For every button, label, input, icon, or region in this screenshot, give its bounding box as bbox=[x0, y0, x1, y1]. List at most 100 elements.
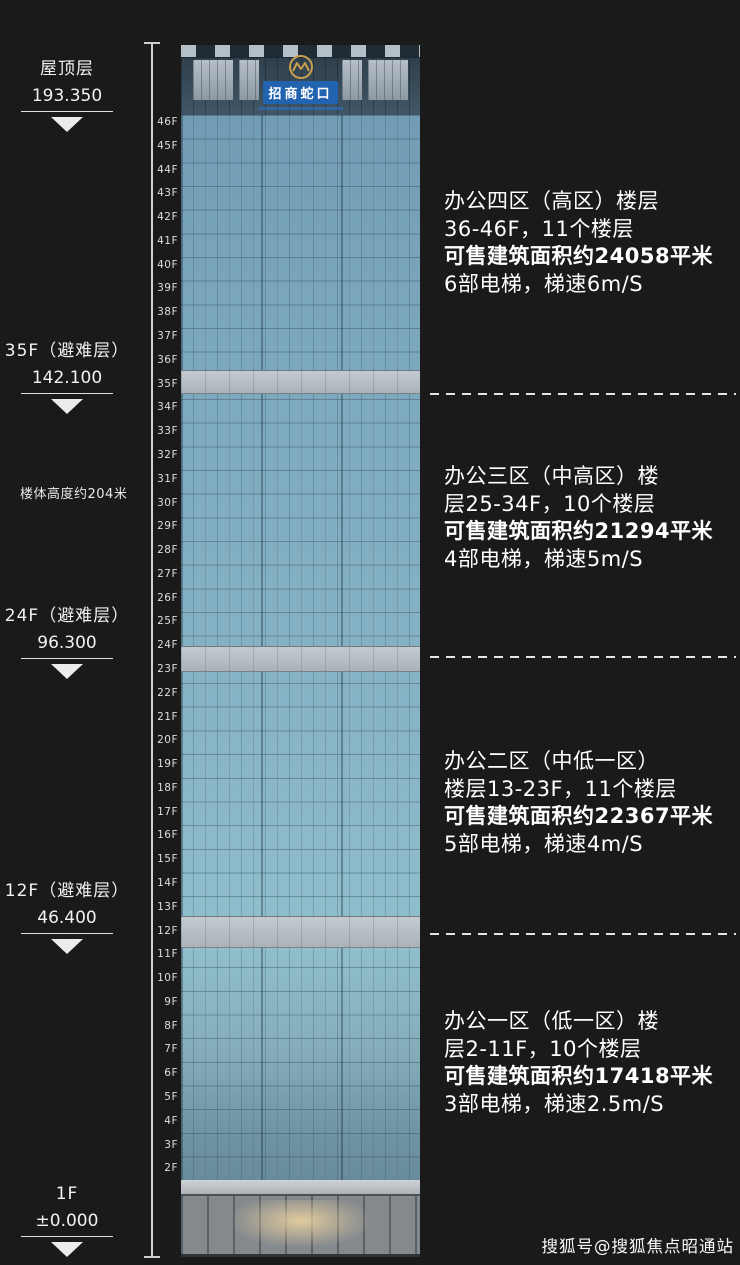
ruler-top-tick bbox=[144, 42, 160, 44]
cmsk-logo-subline bbox=[258, 107, 343, 110]
cmsk-logo: 招商蛇口 bbox=[236, 54, 366, 110]
floor-label: 39F bbox=[157, 282, 178, 295]
floor-label: 15F bbox=[157, 853, 178, 866]
crown-louver-panel bbox=[342, 60, 362, 100]
floor-label: 3F bbox=[164, 1138, 178, 1151]
floor-label: 24F bbox=[157, 639, 178, 652]
building-illustration: 招商蛇口 bbox=[181, 45, 420, 1257]
elevation-marker-12f: 12F（避难层） 46.400 bbox=[2, 876, 132, 954]
floor-label: 46F bbox=[157, 116, 178, 128]
floor-label: 43F bbox=[157, 187, 178, 200]
floor-label: 27F bbox=[157, 567, 178, 580]
marker-label: 35F（避难层） bbox=[4, 341, 130, 361]
floor-label: 30F bbox=[157, 496, 178, 509]
cmsk-logo-text: 招商蛇口 bbox=[263, 81, 338, 104]
floor-label: 44F bbox=[157, 163, 178, 176]
podium-canopy bbox=[181, 1180, 420, 1196]
zone-separator-line bbox=[430, 393, 736, 395]
floor-label: 23F bbox=[157, 662, 178, 675]
floor-label: 5F bbox=[164, 1091, 178, 1104]
floor-label: 26F bbox=[157, 591, 178, 604]
refuge-floor-band-24f bbox=[181, 646, 420, 672]
zone-floors-line: 36-46F，11个楼层 bbox=[444, 216, 634, 241]
floor-label: 37F bbox=[157, 330, 178, 343]
zone-area-line: 可售建筑面积约22367平米 bbox=[444, 804, 714, 828]
elevation-marker-1f: 1F ±0.000 bbox=[2, 1184, 132, 1257]
floor-label: 9F bbox=[164, 995, 178, 1008]
zone-title-line: 办公二区（中低一区） bbox=[444, 749, 659, 773]
floor-label: 2F bbox=[164, 1162, 178, 1175]
floor-label: 19F bbox=[157, 758, 178, 771]
zone-area-line: 可售建筑面积约21294平米 bbox=[444, 519, 714, 543]
floor-label: 45F bbox=[157, 139, 178, 152]
floor-label: 33F bbox=[157, 425, 178, 438]
crown-parapet-strip bbox=[181, 45, 420, 58]
cmsk-emblem-icon bbox=[288, 55, 313, 79]
zone-title-line: 办公一区（低一区）楼 bbox=[444, 1009, 659, 1033]
down-arrow-icon bbox=[51, 939, 83, 954]
floor-label: 29F bbox=[157, 520, 178, 533]
floor-label: 28F bbox=[157, 544, 178, 557]
floor-label: 34F bbox=[157, 401, 178, 414]
watermark: 搜狐号@搜狐焦点昭通站 bbox=[541, 1237, 734, 1256]
ruler-bottom-tick bbox=[144, 1256, 160, 1258]
floor-label: 6F bbox=[164, 1067, 178, 1080]
floor-label: 31F bbox=[157, 472, 178, 485]
floor-label: 36F bbox=[157, 353, 178, 366]
zone-floors-line: 楼层13-23F，11个楼层 bbox=[444, 776, 677, 801]
zone-info-office-1: 办公一区（低一区）楼 层2-11F，10个楼层 可售建筑面积约17418平米 3… bbox=[444, 1008, 736, 1118]
zone-info-office-4: 办公四区（高区）楼层 36-46F，11个楼层 可售建筑面积约24058平米 6… bbox=[444, 188, 736, 298]
crown-louver-panel bbox=[193, 60, 233, 100]
floor-label: 18F bbox=[157, 781, 178, 794]
marker-elevation-value: 142.100 bbox=[21, 368, 113, 394]
building-height-note: 楼体高度约204米 bbox=[20, 487, 128, 502]
marker-label: 12F（避难层） bbox=[4, 881, 130, 901]
marker-elevation-value: 96.300 bbox=[21, 633, 113, 659]
floor-label: 38F bbox=[157, 306, 178, 319]
down-arrow-icon bbox=[51, 664, 83, 679]
floor-label: 41F bbox=[157, 234, 178, 247]
floor-label: 14F bbox=[157, 877, 178, 889]
floor-label: 13F bbox=[157, 900, 178, 913]
marker-elevation-value: 46.400 bbox=[21, 908, 113, 934]
height-ruler-line bbox=[151, 42, 153, 1258]
floor-label: 40F bbox=[157, 258, 178, 271]
zone-separator-line bbox=[430, 933, 736, 935]
crown-louver-panel bbox=[368, 60, 408, 100]
zone-separator-line bbox=[430, 656, 736, 658]
floor-label: 21F bbox=[157, 710, 178, 723]
building-crown: 招商蛇口 bbox=[181, 45, 420, 115]
elevation-marker-35f: 35F（避难层） 142.100 bbox=[2, 336, 132, 414]
floor-label: 25F bbox=[157, 615, 178, 628]
floor-label: 22F bbox=[157, 686, 178, 699]
marker-label: 1F bbox=[55, 1184, 79, 1204]
marker-elevation-value: ±0.000 bbox=[21, 1211, 113, 1237]
floor-label: 12F bbox=[157, 924, 178, 937]
floor-label: 16F bbox=[157, 829, 178, 842]
zone-area-line: 可售建筑面积约17418平米 bbox=[444, 1064, 714, 1088]
zone-floors-line: 层25-34F，10个楼层 bbox=[444, 491, 656, 516]
zone-elevator-line: 5部电梯，梯速4m/S bbox=[444, 831, 644, 856]
building-podium bbox=[181, 1180, 420, 1257]
refuge-floor-band-35f bbox=[181, 370, 420, 394]
down-arrow-icon bbox=[51, 1242, 83, 1257]
zone-area-line: 可售建筑面积约24058平米 bbox=[444, 244, 714, 268]
floor-label: 20F bbox=[157, 734, 178, 747]
zone-title-line: 办公四区（高区）楼层 bbox=[444, 189, 659, 213]
floor-label: 17F bbox=[157, 805, 178, 818]
zone-elevator-line: 3部电梯，梯速2.5m/S bbox=[444, 1091, 665, 1116]
elevation-marker-roof: 屋顶层 193.350 bbox=[2, 54, 132, 132]
floor-label: 32F bbox=[157, 448, 178, 461]
podium-facade bbox=[181, 1196, 420, 1257]
elevation-marker-24f: 24F（避难层） 96.300 bbox=[2, 601, 132, 679]
floor-label: 8F bbox=[164, 1019, 178, 1032]
floor-label: 11F bbox=[157, 948, 178, 961]
down-arrow-icon bbox=[51, 399, 83, 414]
marker-label: 24F（避难层） bbox=[4, 606, 130, 626]
entrance-light-glow bbox=[233, 1200, 368, 1246]
floor-label: 7F bbox=[164, 1043, 178, 1056]
floor-label: 35F bbox=[157, 377, 178, 390]
zone-title-line: 办公三区（中高区）楼 bbox=[444, 464, 659, 488]
zone-elevator-line: 4部电梯，梯速5m/S bbox=[444, 546, 644, 571]
zone-elevator-line: 6部电梯，梯速6m/S bbox=[444, 271, 644, 296]
